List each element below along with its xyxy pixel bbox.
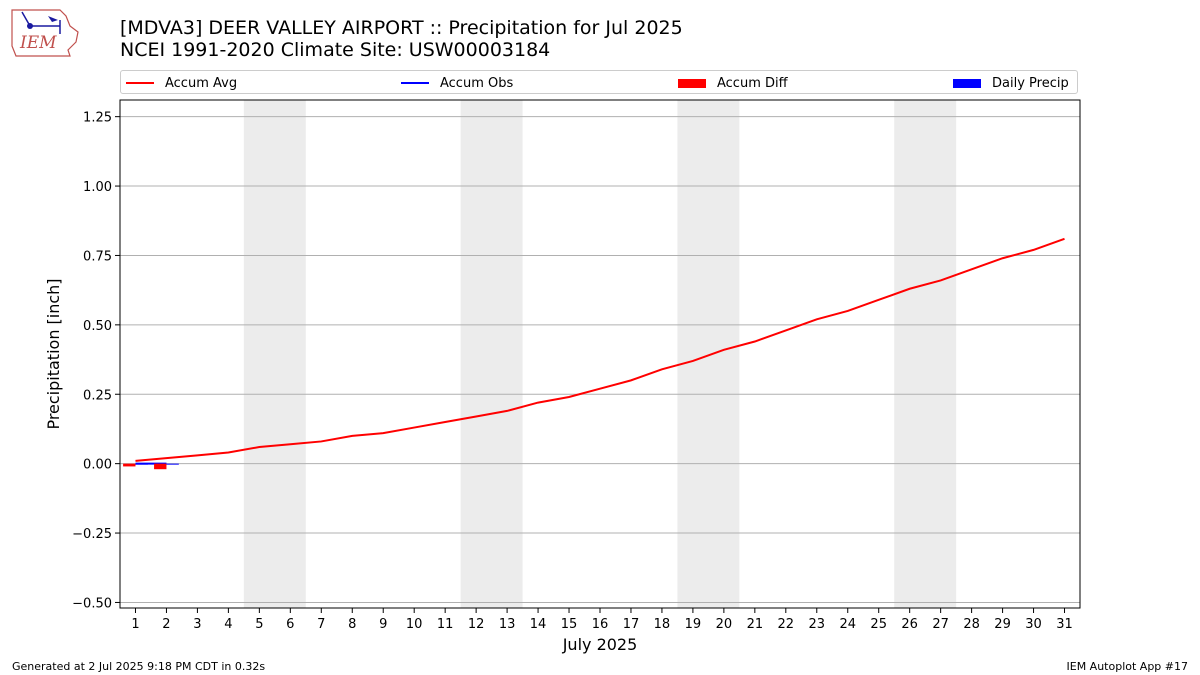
legend-swatch-daily-precip (953, 78, 981, 88)
x-tick-label: 30 (1025, 617, 1042, 632)
x-tick-label: 31 (1056, 617, 1073, 632)
y-tick-label: 1.25 (83, 111, 112, 126)
x-tick-label: 28 (963, 617, 980, 632)
x-tick-label: 14 (530, 617, 547, 632)
y-axis-label: Precipitation [inch] (44, 278, 63, 429)
weekend-band-2 (677, 100, 740, 608)
legend-label-accum-avg: Accum Avg (165, 75, 238, 91)
legend-swatch-accum-avg (126, 82, 154, 84)
x-tick-label: 17 (623, 617, 640, 632)
legend-swatch-accum-diff (678, 78, 706, 88)
x-axis-label: July 2025 (562, 635, 638, 654)
legend-label-daily-precip: Daily Precip (992, 75, 1069, 91)
x-tick-label: 10 (406, 617, 423, 632)
x-tick-label: 26 (901, 617, 918, 632)
x-tick-label: 20 (716, 617, 733, 632)
chart-title: [MDVA3] DEER VALLEY AIRPORT :: Precipita… (120, 17, 683, 39)
bar-accum-diff (154, 463, 167, 470)
legend-swatch-accum-obs (401, 82, 429, 84)
x-tick-label: 7 (317, 617, 325, 632)
x-tick-label: 16 (592, 617, 609, 632)
legend: Accum Avg Accum Obs Accum Diff Daily Pre… (120, 70, 1078, 94)
x-tick-label: 1 (131, 617, 139, 632)
y-tick-label: 0.25 (83, 388, 112, 403)
weekend-band-0 (243, 100, 306, 608)
y-tick-label: 0.50 (83, 319, 112, 334)
bar-daily-precip (135, 463, 148, 465)
x-tick-label: 11 (437, 617, 454, 632)
legend-item-daily-precip: Daily Precip (953, 74, 1069, 92)
x-tick-label: 22 (778, 617, 795, 632)
x-tick-label: 18 (654, 617, 671, 632)
x-tick-label: 21 (747, 617, 764, 632)
generated-timestamp: Generated at 2 Jul 2025 9:18 PM CDT in 0… (12, 660, 266, 673)
x-tick-label: 15 (561, 617, 578, 632)
x-tick-label: 6 (286, 617, 294, 632)
x-tick-label: 9 (379, 617, 387, 632)
y-tick-label: 1.00 (83, 180, 112, 195)
x-tick-label: 19 (685, 617, 702, 632)
weekend-band-1 (460, 100, 523, 608)
legend-label-accum-obs: Accum Obs (440, 75, 514, 91)
x-tick-label: 4 (224, 617, 232, 632)
bar-accum-diff (123, 463, 136, 467)
x-tick-label: 23 (809, 617, 826, 632)
legend-item-accum-avg: Accum Avg (126, 74, 237, 92)
x-tick-label: 25 (870, 617, 887, 632)
app-credit: IEM Autoplot App #17 (1066, 660, 1189, 673)
x-tick-label: 12 (468, 617, 485, 632)
series-line-accum-avg (135, 237, 1065, 462)
legend-item-accum-obs: Accum Obs (401, 74, 513, 92)
bar-daily-precip (166, 463, 179, 465)
x-tick-label: 29 (994, 617, 1011, 632)
x-tick-label: 5 (255, 617, 263, 632)
y-tick-label: 0.75 (83, 249, 112, 264)
chart-subtitle: NCEI 1991-2020 Climate Site: USW00003184 (120, 39, 551, 61)
legend-label-accum-diff: Accum Diff (717, 75, 788, 91)
x-tick-label: 3 (193, 617, 201, 632)
x-tick-label: 2 (162, 617, 170, 632)
iem-logo: IEM (8, 6, 80, 60)
plot-frame (119, 99, 1081, 609)
x-tick-label: 27 (932, 617, 949, 632)
y-tick-label: 0.00 (83, 458, 112, 473)
weekend-band-3 (894, 100, 957, 608)
y-tick-label: −0.25 (72, 527, 112, 542)
svg-text:IEM: IEM (19, 33, 57, 53)
x-tick-label: 13 (499, 617, 516, 632)
y-tick-label: −0.50 (72, 596, 112, 611)
legend-item-accum-diff: Accum Diff (678, 74, 788, 92)
x-tick-label: 8 (348, 617, 356, 632)
x-tick-label: 24 (839, 617, 856, 632)
